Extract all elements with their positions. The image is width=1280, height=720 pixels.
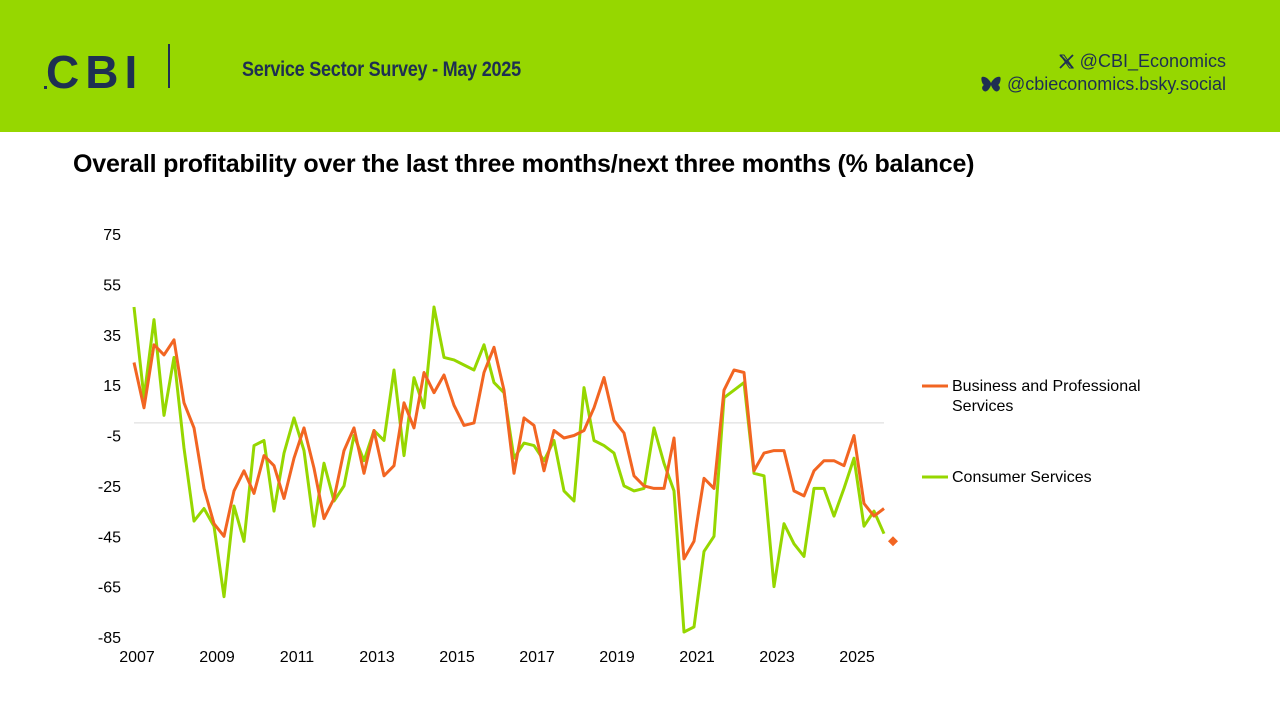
x-handle-row[interactable]: @CBI_Economics: [981, 50, 1226, 73]
legend-label: Consumer Services: [952, 469, 1092, 486]
y-tick-label: -25: [98, 479, 121, 496]
x-tick-label: 2011: [280, 649, 315, 666]
y-tick-label: -45: [98, 529, 121, 546]
series-line-consumer-services: [132, 305, 886, 634]
x-tick-label: 2023: [759, 649, 795, 666]
header-banner: CBI Service Sector Survey - May 2025 @CB…: [0, 0, 1280, 132]
x-logo-icon: [1059, 54, 1074, 69]
y-tick-label: 15: [103, 378, 121, 395]
x-handle: @CBI_Economics: [1079, 51, 1226, 71]
x-tick-label: 2021: [679, 649, 715, 666]
x-tick-label: 2015: [439, 649, 475, 666]
y-tick-label: -5: [107, 429, 121, 446]
cbi-logo: CBI: [44, 44, 170, 92]
x-tick-label: 2017: [519, 649, 555, 666]
bluesky-handle: @cbieconomics.bsky.social: [1006, 74, 1226, 94]
y-tick-label: 55: [103, 277, 121, 294]
y-tick-label: -65: [98, 580, 121, 597]
y-tick-label: 35: [103, 328, 121, 345]
bluesky-butterfly-icon: [981, 76, 1001, 92]
x-tick-label: 2019: [599, 649, 635, 666]
x-tick-label: 2009: [199, 649, 235, 666]
x-tick-label: 2025: [839, 649, 875, 666]
series-line-business-and-professional-services: [132, 338, 885, 561]
forecast-marker: [888, 536, 898, 547]
y-tick-label: -85: [98, 630, 121, 647]
social-handles: @CBI_Economics @cbieconomics.bsky.social: [981, 50, 1226, 96]
bluesky-handle-row[interactable]: @cbieconomics.bsky.social: [981, 73, 1226, 96]
y-tick-label: 75: [103, 227, 121, 244]
legend-label: Business and Professional Services: [952, 378, 1141, 415]
x-tick-label: 2013: [359, 649, 395, 666]
x-tick-label: 2007: [119, 649, 155, 666]
survey-title: Service Sector Survey - May 2025: [242, 58, 521, 81]
cbi-logo-text: CBI: [46, 46, 143, 92]
chart-title: Overall profitability over the last thre…: [73, 150, 975, 178]
